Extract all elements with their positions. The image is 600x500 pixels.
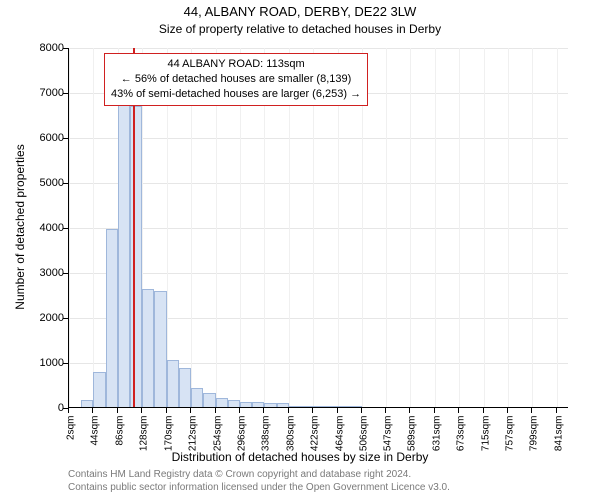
- histogram-bar: [203, 393, 215, 407]
- xtick-mark: [361, 408, 362, 413]
- xtick-mark: [434, 408, 435, 413]
- histogram-bar: [301, 406, 313, 407]
- xtick-mark: [507, 408, 508, 413]
- xtick-mark: [458, 408, 459, 413]
- histogram-bar: [264, 403, 276, 407]
- xtick-mark: [409, 408, 410, 413]
- ytick-mark: [63, 228, 68, 229]
- histogram-bar: [154, 291, 166, 407]
- xtick-mark: [92, 408, 93, 413]
- annotation-box: 44 ALBANY ROAD: 113sqm ← 56% of detached…: [104, 53, 368, 106]
- histogram-bar: [228, 400, 240, 407]
- xtick-mark: [263, 408, 264, 413]
- xtick-mark: [239, 408, 240, 413]
- annotation-line-2: ← 56% of detached houses are smaller (8,…: [111, 72, 361, 87]
- annotation-line-1: 44 ALBANY ROAD: 113sqm: [111, 57, 361, 72]
- histogram-bar: [240, 402, 252, 407]
- histogram-bar: [289, 406, 301, 407]
- ytick-mark: [63, 48, 68, 49]
- ytick-label: 0: [14, 402, 64, 414]
- chart-container: { "title": "44, ALBANY ROAD, DERBY, DE22…: [0, 0, 600, 500]
- gridline-v: [435, 48, 436, 407]
- histogram-bar: [81, 400, 93, 407]
- ytick-label: 1000: [14, 357, 64, 369]
- gridline-v: [459, 48, 460, 407]
- xtick-mark: [556, 408, 557, 413]
- gridline-h: [69, 183, 568, 184]
- ytick-label: 7000: [14, 87, 64, 99]
- xtick-mark: [312, 408, 313, 413]
- xtick-mark: [531, 408, 532, 413]
- x-axis-label: Distribution of detached houses by size …: [0, 450, 600, 464]
- gridline-h: [69, 138, 568, 139]
- chart-title: 44, ALBANY ROAD, DERBY, DE22 3LW: [0, 4, 600, 19]
- gridline-v: [69, 48, 70, 407]
- xtick-mark: [190, 408, 191, 413]
- xtick-mark: [117, 408, 118, 413]
- histogram-bar: [325, 406, 337, 407]
- xtick-mark: [288, 408, 289, 413]
- histogram-bar: [277, 403, 289, 407]
- xtick-mark: [141, 408, 142, 413]
- gridline-h: [69, 48, 568, 49]
- histogram-bar: [191, 388, 203, 407]
- gridline-h: [69, 273, 568, 274]
- histogram-bar: [350, 406, 362, 407]
- ytick-label: 8000: [14, 42, 64, 54]
- histogram-bar: [338, 406, 350, 407]
- ytick-mark: [63, 138, 68, 139]
- xtick-mark: [337, 408, 338, 413]
- plot-area: 44 ALBANY ROAD: 113sqm ← 56% of detached…: [68, 48, 568, 408]
- ytick-mark: [63, 318, 68, 319]
- histogram-bar: [179, 368, 191, 407]
- histogram-bar: [252, 402, 264, 407]
- xtick-mark: [166, 408, 167, 413]
- ytick-mark: [63, 273, 68, 274]
- xtick-mark: [483, 408, 484, 413]
- gridline-h: [69, 228, 568, 229]
- ytick-mark: [63, 183, 68, 184]
- xtick-mark: [385, 408, 386, 413]
- histogram-bar: [216, 398, 228, 407]
- y-axis-label: Number of detached properties: [13, 127, 27, 327]
- chart-subtitle: Size of property relative to detached ho…: [0, 22, 600, 36]
- histogram-bar: [106, 229, 118, 407]
- histogram-bar: [167, 360, 179, 407]
- xtick-mark: [68, 408, 69, 413]
- histogram-bar: [313, 406, 325, 407]
- xtick-mark: [215, 408, 216, 413]
- gridline-v: [386, 48, 387, 407]
- plot-inner: 44 ALBANY ROAD: 113sqm ← 56% of detached…: [68, 48, 568, 408]
- footnote-2: Contains public sector information licen…: [68, 482, 450, 495]
- gridline-v: [532, 48, 533, 407]
- footnote-1: Contains HM Land Registry data © Crown c…: [68, 469, 411, 482]
- gridline-v: [93, 48, 94, 407]
- gridline-v: [508, 48, 509, 407]
- ytick-mark: [63, 93, 68, 94]
- gridline-v: [410, 48, 411, 407]
- annotation-line-3: 43% of semi-detached houses are larger (…: [111, 87, 361, 102]
- ytick-mark: [63, 363, 68, 364]
- histogram-bar: [142, 289, 154, 407]
- gridline-v: [557, 48, 558, 407]
- histogram-bar: [118, 96, 130, 407]
- gridline-v: [484, 48, 485, 407]
- histogram-bar: [93, 372, 105, 407]
